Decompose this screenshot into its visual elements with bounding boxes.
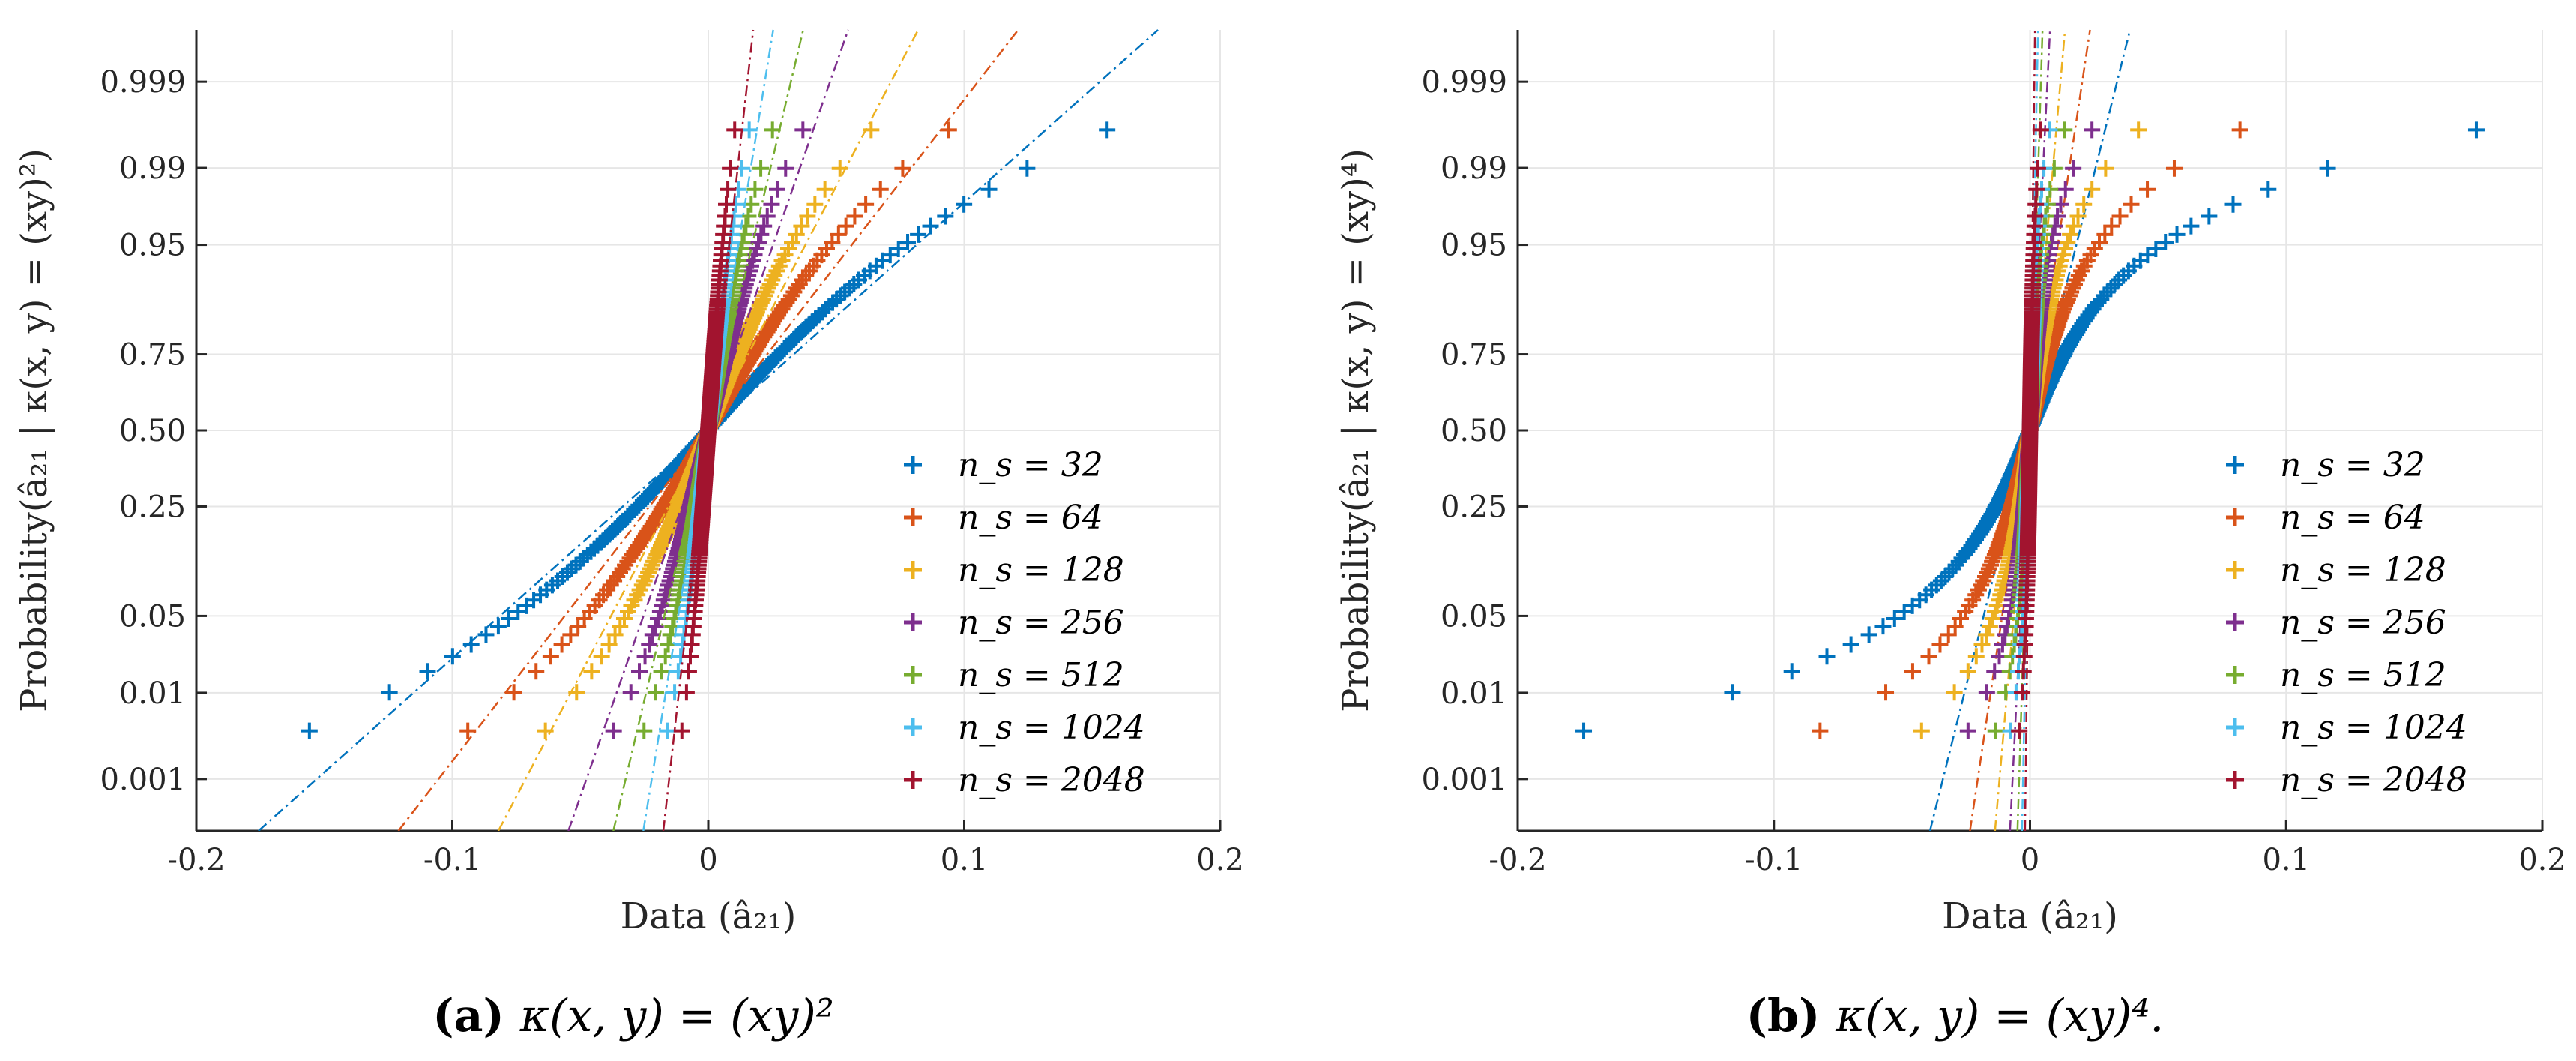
y-tick-label: 0.99 [119,151,186,186]
legend-marker [904,666,922,684]
reference-line [1928,29,2132,831]
y-tick-label: 0.95 [119,229,186,263]
y-tick-label: 0.99 [1441,151,1507,186]
legend-entry: n_s = 32 [2280,446,2425,484]
data-points [2011,121,2049,739]
y-tick-label: 0.001 [1421,763,1507,797]
panel-caption: (b) κ(x, y) = (xy)⁴. [1746,990,2165,1042]
y-tick-label: 0.95 [1441,229,1507,263]
x-axis-label: Data (â₂₁) [1942,895,2118,937]
reference-line [1969,29,2091,831]
legend-marker [904,718,922,736]
legend-entry: n_s = 1024 [2280,709,2467,747]
y-tick-label: 0.999 [100,65,186,100]
reference-line [642,29,774,831]
panel-caption-label: (b) [1746,990,1836,1042]
plot-area [258,29,1159,831]
y-tick-label: 0.75 [1441,338,1507,373]
x-tick-label: 0.1 [941,843,989,877]
y-tick-label: 0.01 [1441,676,1507,711]
legend-marker [904,771,922,789]
legend-marker [2226,613,2244,631]
y-axis-label: Probability(â₂₁ | κ(x, y) = (xy)⁴) [1335,148,1377,712]
legend-entry: n_s = 64 [2280,499,2425,537]
legend-entry: n_s = 64 [958,499,1103,537]
panel-b: -0.2 -0.1 0 0.1 0.2 0.001 0.01 0.05 0.25 0.50 0.75… [1335,29,2566,1042]
data-points [673,121,743,739]
grid [196,30,1221,831]
x-tick-label: 0.2 [2518,843,2566,877]
legend-marker [2226,456,2244,474]
y-tick-label: 0.999 [1421,65,1507,100]
legend-marker [904,613,922,631]
y-tick-label: 0.01 [119,676,186,711]
legend-marker [2226,666,2244,684]
legend-entry: n_s = 512 [958,656,1124,694]
x-tick-label: 0 [2021,843,2039,877]
legend-entry: n_s = 512 [2280,656,2446,694]
y-tick-label: 0.25 [119,490,186,524]
y-tick-label: 0.50 [1441,414,1507,448]
x-tick-label: 0 [699,843,717,877]
y-tick-label: 0.75 [119,338,186,373]
legend-entry: n_s = 256 [2280,604,2446,642]
series-7 [2011,29,2049,831]
legend-entry: n_s = 2048 [958,761,1145,799]
plot-area [1575,29,2485,831]
x-tick-label: -0.1 [1745,843,1803,877]
x-tick-label: 0.2 [1196,843,1244,877]
legend-marker [904,508,922,526]
panel-a: -0.2 -0.1 0 0.1 0.2 0.001 0.01 0.05 0.25 0.50 0.75… [13,29,1244,1042]
legend-marker [904,561,922,579]
y-tick-label: 0.05 [1441,599,1507,634]
panel-caption-text: κ(x, y) = (xy)⁴. [1835,990,2164,1042]
legend-entry: n_s = 256 [958,604,1124,642]
y-tick-label: 0.25 [1441,490,1507,524]
x-tick-label: 0.1 [2262,843,2310,877]
panel-caption: (a) κ(x, y) = (xy)² [432,990,834,1042]
legend-entry: n_s = 32 [958,446,1103,484]
legend: n_s = 32 n_s = 64 n_s = 128 n_s = 256 n_s = … [904,446,1145,799]
x-tick-label: -0.2 [167,843,225,877]
legend-entry: n_s = 128 [2280,551,2446,589]
legend-entry: n_s = 128 [958,551,1124,589]
reference-line [612,29,804,831]
x-axis-label: Data (â₂₁) [621,895,797,937]
y-tick-label: 0.001 [100,763,186,797]
y-tick-label: 0.50 [119,414,186,448]
x-tick-label: -0.1 [423,843,481,877]
legend-marker [2226,561,2244,579]
reference-line [662,29,755,831]
panel-caption-text: κ(x, y) = (xy)² [519,990,834,1042]
panel-caption-label: (a) [432,990,520,1042]
legend-marker [2226,718,2244,736]
series-7 [662,29,755,831]
legend: n_s = 32 n_s = 64 n_s = 128 n_s = 256 n_s = … [2226,446,2467,799]
legend-marker [2226,771,2244,789]
y-axis-label: Probability(â₂₁ | κ(x, y) = (xy)²) [13,148,55,712]
y-tick-label: 0.05 [119,599,186,634]
legend-marker [904,456,922,474]
x-tick-label: -0.2 [1488,843,1546,877]
legend-entry: n_s = 2048 [2280,761,2467,799]
legend-entry: n_s = 1024 [958,709,1145,747]
legend-marker [2226,508,2244,526]
